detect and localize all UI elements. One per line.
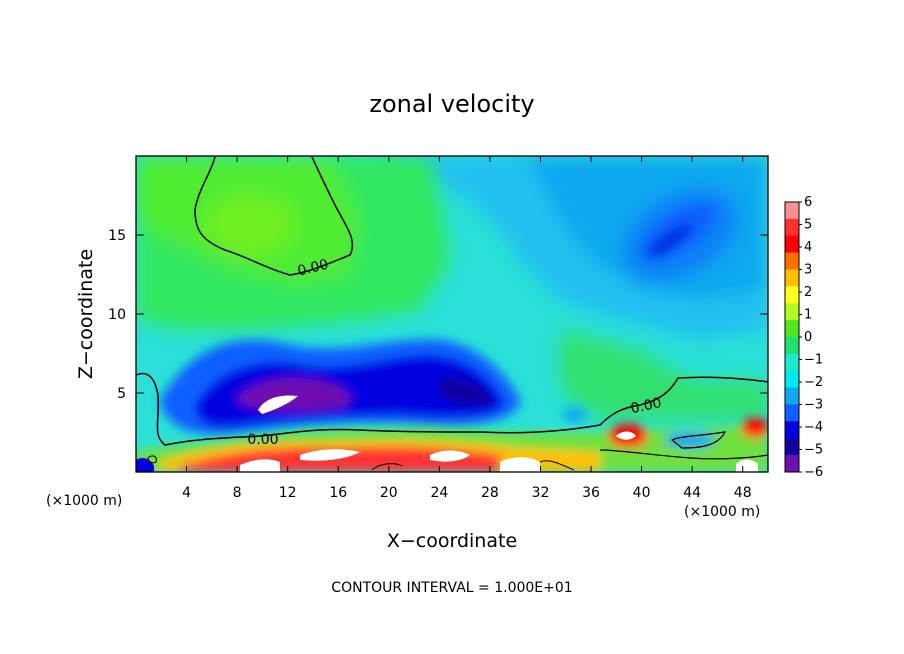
x-tick-label: 16: [329, 485, 347, 501]
x-unit-left: (×1000 m): [46, 493, 122, 509]
colorbar-swatch: [785, 404, 799, 422]
colorbar-label: −5: [804, 443, 823, 458]
colorbar: 6 5 4 3 2 1 0 −1 −2 −3 −4 −5 −6: [784, 195, 823, 480]
colorbar-swatch: [785, 353, 799, 372]
colorbar-label: 6: [804, 195, 812, 210]
contour-label: 0.00: [629, 395, 663, 417]
x-tick-label: 12: [279, 485, 297, 501]
colorbar-label: −6: [804, 465, 823, 480]
colorbar-swatch: [785, 218, 799, 237]
x-tick-label: 20: [380, 485, 398, 501]
colorbar-swatch: [785, 252, 799, 270]
contour-interval-note: CONTOUR INTERVAL = 1.000E+01: [331, 580, 572, 596]
colorbar-swatch: [785, 337, 799, 355]
colorbar-label: −1: [804, 353, 823, 368]
heatmap-field: 0.00 0.00 0.00: [136, 156, 768, 472]
colorbar-swatch: [785, 438, 799, 456]
x-tick-label: 32: [532, 485, 550, 501]
chart-title: zonal velocity: [369, 90, 534, 118]
colorbar-label: 3: [804, 263, 812, 278]
x-unit-right: (×1000 m): [684, 504, 760, 520]
y-tick-label: 15: [108, 228, 126, 244]
colorbar-swatch: [785, 455, 799, 473]
colorbar-label: 1: [804, 308, 812, 323]
colorbar-label: −3: [804, 398, 823, 413]
x-axis-label: X−coordinate: [387, 530, 517, 552]
x-tick-label: 28: [481, 485, 499, 501]
colorbar-swatch: [785, 421, 799, 439]
x-tick-label: 36: [582, 485, 600, 501]
colorbar-label: 0: [804, 330, 812, 345]
y-tick-label: 10: [108, 307, 126, 323]
y-axis: 5 10 15: [108, 228, 768, 402]
x-tick-label: 24: [430, 485, 448, 501]
y-axis-label: Z−coordinate: [75, 249, 97, 379]
colorbar-swatch: [785, 202, 799, 220]
x-tick-label: 40: [633, 485, 651, 501]
colorbar-label: 4: [804, 240, 812, 255]
y-tick-label: 5: [117, 386, 126, 402]
colorbar-label: −2: [804, 375, 823, 390]
colorbar-swatch: [785, 303, 799, 321]
colorbar-swatch: [785, 235, 799, 254]
x-axis: 4 8 12 16 20 24 28 32 36 40 44 48: [182, 156, 752, 501]
contour-label: 0.00: [296, 257, 330, 280]
contour-label: 0.00: [247, 432, 278, 448]
colorbar-swatch: [785, 320, 799, 338]
x-tick-label: 48: [734, 485, 752, 501]
colorbar-label: 2: [804, 285, 812, 300]
colorbar-swatch: [785, 370, 799, 389]
colorbar-swatch: [785, 387, 799, 405]
x-tick-label: 4: [182, 485, 191, 501]
colorbar-swatch: [785, 269, 799, 287]
x-tick-label: 44: [683, 485, 701, 501]
colorbar-label: −4: [804, 420, 823, 435]
colorbar-label: 5: [804, 218, 812, 233]
colorbar-swatch: [785, 286, 799, 304]
x-tick-label: 8: [233, 485, 242, 501]
